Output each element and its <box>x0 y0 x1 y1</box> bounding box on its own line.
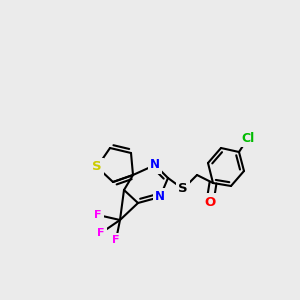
Text: S: S <box>92 160 102 173</box>
Text: F: F <box>112 235 120 245</box>
Text: N: N <box>150 158 160 172</box>
Text: F: F <box>94 210 102 220</box>
Text: S: S <box>178 182 188 196</box>
Text: N: N <box>155 190 165 203</box>
Text: Cl: Cl <box>242 131 255 145</box>
Text: O: O <box>204 196 216 208</box>
Text: F: F <box>97 228 105 238</box>
